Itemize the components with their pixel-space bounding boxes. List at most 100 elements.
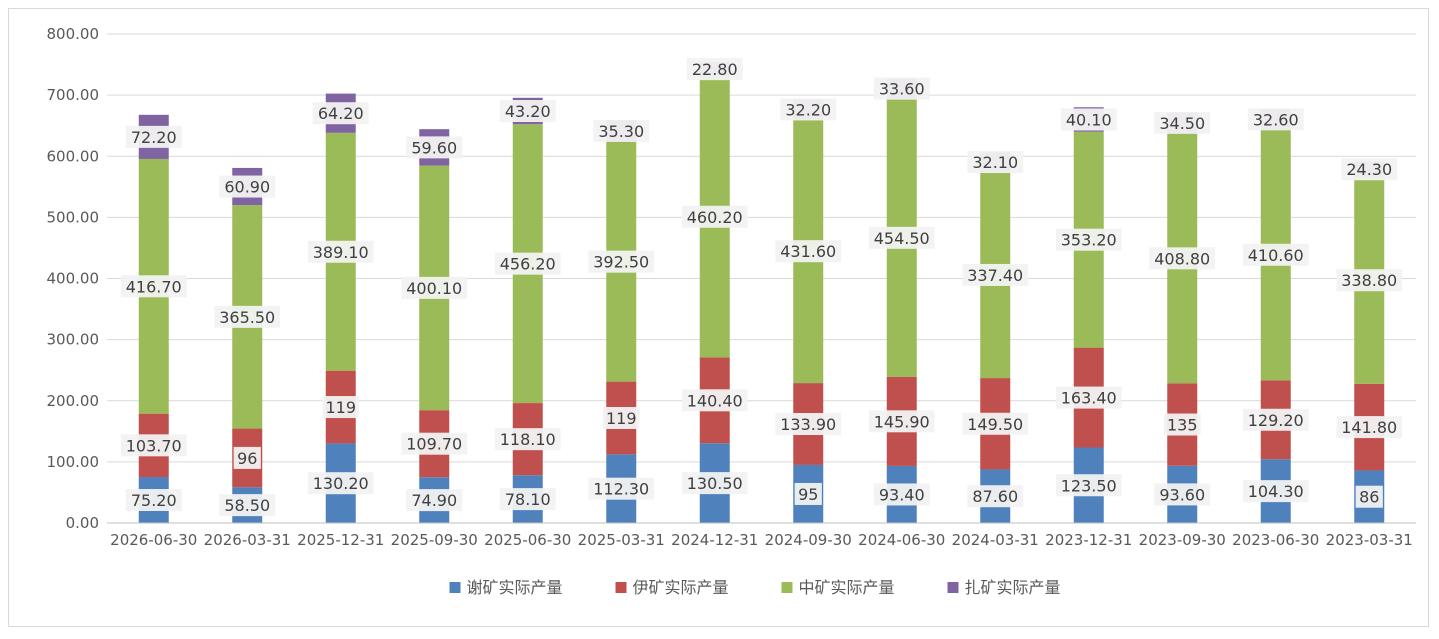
x-axis: 2026-06-30 2026-03-31 2025-12-31 2025-09-30… [107,522,1416,549]
data-label-background [588,250,655,273]
data-label: 103.70 [126,436,182,455]
data-label-background [794,482,822,505]
x-tick-label: 2024-06-30 [858,531,945,549]
data-label: 32.60 [1253,110,1299,129]
data-label: 416.70 [126,277,182,296]
data-label-background [1242,408,1309,431]
data-label-background [499,100,556,123]
data-label: 456.20 [500,255,556,274]
data-label-background [1149,247,1216,270]
data-label-background [593,119,650,142]
x-tick-label: 2024-09-30 [765,531,852,549]
y-tick-label: 800.00 [47,25,100,43]
y-tick-label: 600.00 [47,147,100,165]
data-label-background [406,136,463,159]
legend-swatch [449,582,461,593]
data-label: 86 [1359,488,1379,507]
data-label-background [775,413,842,436]
data-label: 59.60 [411,138,457,157]
data-label-background [1055,474,1122,497]
y-tick-label: 300.00 [47,331,100,349]
data-label-background [125,489,182,512]
data-label: 130.50 [687,474,743,493]
data-label-background [1355,485,1383,508]
data-label: 75.20 [131,491,177,510]
data-label-background [401,276,468,299]
x-tick-label: 2023-03-31 [1326,531,1413,549]
data-label: 454.50 [874,229,930,248]
data-label: 337.40 [967,266,1023,285]
data-label: 149.50 [967,415,1023,434]
data-label: 119 [606,409,637,428]
data-label-background [494,428,561,451]
y-tick-label: 700.00 [47,86,100,104]
y-tick-label: 200.00 [47,392,100,410]
data-label-background [233,446,261,469]
data-label-background [686,58,743,81]
data-label: 93.40 [879,485,925,504]
x-tick-label: 2024-12-31 [671,531,758,549]
data-label-background [873,77,930,100]
data-label-background [681,472,748,495]
data-label-background [1154,111,1211,134]
y-axis: 0.00 100.00 200.00 300.00 400.00 500.00 600.00… [47,25,100,532]
data-label: 40.10 [1066,110,1112,129]
y-tick-label: 400.00 [47,270,100,288]
gridlines [107,33,1416,524]
data-label: 408.80 [1154,249,1210,268]
data-label: 112.30 [593,480,649,499]
data-label-background [219,175,276,198]
data-label: 96 [237,449,257,468]
data-label-background [588,477,655,500]
data-label-background [602,406,640,429]
y-tick-label: 500.00 [47,208,100,226]
data-label: 33.60 [879,80,925,99]
data-label: 431.60 [780,242,836,261]
data-label: 74.90 [411,491,457,510]
data-label: 87.60 [972,487,1018,506]
y-tick-label: 0.00 [66,514,99,532]
data-label: 129.20 [1248,411,1304,430]
data-label-background [307,240,374,263]
x-tick-label: 2025-09-30 [391,531,478,549]
x-tick-label: 2025-12-31 [297,531,384,549]
x-tick-label: 2025-06-30 [484,531,571,549]
data-label: 78.10 [505,490,551,509]
data-label-background [775,240,842,263]
chart-frame: 0.00 100.00 200.00 300.00 400.00 500.00 600.00… [8,8,1429,627]
x-tick-label: 2023-12-31 [1045,531,1132,549]
data-label: 32.20 [785,100,831,119]
data-label-background [214,305,281,328]
data-label: 353.20 [1061,231,1117,250]
data-label-background [120,275,187,298]
data-label-background [1247,108,1304,131]
data-label-background [125,125,182,148]
data-label: 135 [1167,416,1198,435]
data-label: 22.80 [692,60,738,79]
data-label-background [1242,480,1309,503]
data-label-background [1242,243,1309,266]
legend-label: 谢矿实际产量 [467,578,563,597]
data-label: 123.50 [1061,476,1117,495]
data-label: 58.50 [224,496,270,515]
data-label-background [1060,108,1117,131]
data-label-background [1341,158,1398,181]
legend-label: 扎矿实际产量 [965,578,1061,597]
data-label: 140.40 [687,391,743,410]
data-label-background [1336,269,1403,292]
data-label: 365.50 [219,308,275,327]
data-label: 389.10 [313,243,369,262]
data-label: 118.10 [500,430,556,449]
legend-swatch [781,582,793,593]
data-label: 34.50 [1159,114,1205,133]
data-label: 24.30 [1346,160,1392,179]
data-label: 64.20 [318,104,364,123]
data-label: 141.80 [1341,418,1397,437]
x-tick-label: 2023-06-30 [1232,531,1319,549]
data-label-background [780,98,837,121]
data-label: 35.30 [598,122,644,141]
data-label-background [868,410,935,433]
data-label-background [307,472,374,495]
data-label: 410.60 [1248,246,1304,265]
data-label-background [681,205,748,228]
